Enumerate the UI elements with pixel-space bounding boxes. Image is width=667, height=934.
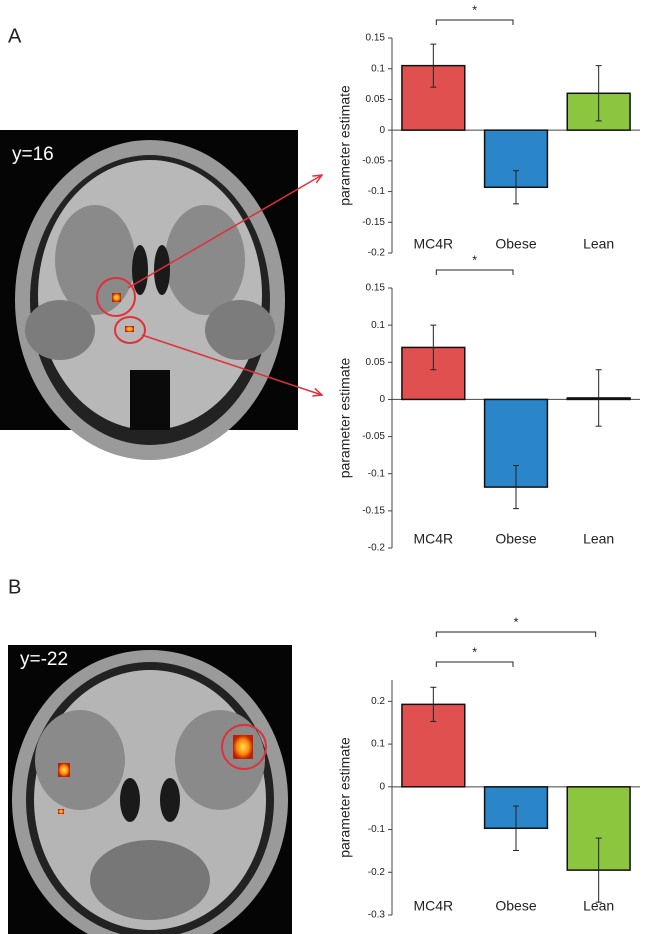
significance-label: *: [472, 644, 477, 659]
y-axis-label: parameter estimate: [337, 85, 353, 206]
x-tick-label: Lean: [583, 236, 614, 252]
x-tick-label: MC4R: [413, 531, 453, 547]
y-tick-label: -0.1: [368, 468, 386, 479]
significance-bracket: [435, 661, 514, 667]
y-tick-label: 0.1: [371, 739, 385, 750]
y-tick-label: 0: [379, 125, 385, 136]
y-tick-label: -0.05: [362, 431, 385, 442]
y-tick-label: 0: [379, 781, 385, 792]
panel-label: A: [8, 25, 22, 47]
y-tick-label: -0.2: [368, 867, 386, 878]
y-tick-label: 0.2: [371, 696, 385, 707]
significance-bracket: [435, 19, 514, 25]
y-tick-label: 0.05: [366, 357, 386, 368]
x-tick-label: Lean: [583, 898, 614, 914]
panel-label: B: [8, 576, 21, 598]
x-tick-label: Obese: [495, 236, 536, 252]
y-tick-label: 0.15: [366, 33, 386, 44]
brain-image: [0, 130, 322, 460]
y-tick-label: -0.15: [362, 217, 385, 228]
y-tick-label: -0.2: [368, 543, 386, 554]
y-tick-label: -0.15: [362, 505, 385, 516]
x-tick-label: MC4R: [413, 236, 453, 252]
y-tick-label: 0: [379, 394, 385, 405]
x-tick-label: Obese: [495, 898, 536, 914]
significance-label: *: [472, 252, 477, 267]
image-label: y=16: [12, 144, 54, 165]
x-tick-label: MC4R: [413, 898, 453, 914]
y-axis-label: parameter estimate: [337, 357, 353, 478]
significance-label: *: [472, 2, 477, 17]
brain-image: [8, 645, 292, 934]
significance-label: *: [513, 614, 518, 629]
y-tick-label: -0.05: [362, 155, 385, 166]
x-tick-label: Obese: [495, 531, 536, 547]
x-tick-label: Lean: [583, 531, 614, 547]
y-tick-label: 0.15: [366, 283, 386, 294]
y-tick-label: -0.3: [368, 910, 386, 921]
significance-bracket: [435, 269, 514, 275]
y-tick-label: 0.1: [371, 63, 385, 74]
y-tick-label: -0.2: [368, 248, 386, 259]
y-tick-label: 0.05: [366, 94, 386, 105]
y-tick-label: 0.1: [371, 320, 385, 331]
significance-bracket: [435, 631, 597, 637]
image-label: y=-22: [20, 649, 68, 670]
y-axis-label: parameter estimate: [337, 737, 353, 858]
y-tick-label: -0.1: [368, 186, 386, 197]
y-tick-label: -0.1: [368, 824, 386, 835]
